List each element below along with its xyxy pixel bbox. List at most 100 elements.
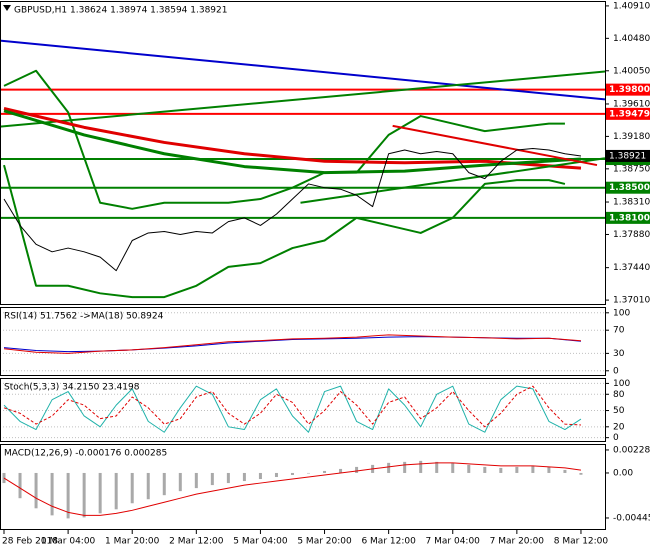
histogram-bar [50, 472, 54, 516]
histogram-bar [146, 472, 150, 500]
level-label-box [606, 211, 650, 224]
y-tick-label: 70 [613, 326, 625, 336]
panel-title: MACD(12,26,9) -0.000176 0.000285 [4, 449, 167, 459]
panel-title: Stoch(5,3,3) 34.2150 23.4198 [4, 383, 140, 393]
y-tick-label: 80 [613, 390, 625, 400]
y-tick-label: 0 [613, 366, 619, 376]
histogram-bar [18, 472, 22, 499]
histogram-bar [242, 472, 246, 482]
histogram-bar [210, 472, 214, 486]
y-tick-label: 1.40910 [613, 1, 650, 11]
histogram-bar [130, 472, 134, 504]
y-tick-label: 1.38750 [613, 164, 650, 174]
level-label: 1.39479 [609, 109, 650, 119]
histogram-bar [483, 466, 487, 473]
last-price-box [606, 149, 650, 162]
y-tick-label: 100 [613, 379, 630, 389]
histogram-bar [547, 466, 551, 473]
panel-title: GBPUSD,H1 1.38624 1.38974 1.38594 1.3892… [14, 6, 227, 16]
series-line [3, 462, 582, 516]
histogram-bar [323, 470, 327, 473]
level-label-box [606, 83, 650, 96]
histogram-bar [2, 472, 6, 484]
y-tick-label: 1.40480 [613, 34, 650, 44]
histogram-bar [66, 472, 70, 519]
series-line [3, 109, 582, 175]
y-tick-label: 1.40050 [613, 66, 650, 76]
histogram-bar [226, 472, 230, 484]
histogram-bar [563, 469, 567, 473]
x-tick-label: 5 Mar 04:00 [233, 537, 288, 547]
series-line [3, 334, 581, 354]
series-line [3, 147, 582, 272]
series-line [392, 124, 598, 167]
y-tick-label: 1.39180 [613, 132, 650, 142]
panel-title: RSI(14) 51.7562 ->MA(18) 50.8924 [4, 312, 164, 322]
x-tick-label: 7 Mar 20:00 [490, 537, 545, 547]
level-label-box [606, 107, 650, 120]
histogram-bar [98, 472, 102, 514]
histogram-bar [307, 472, 311, 474]
histogram-bar [114, 472, 118, 510]
panel [0, 312, 605, 372]
y-tick-label: 50 [613, 406, 625, 416]
panel-frame [0, 378, 606, 442]
x-tick-label: 1 Mar 04:00 [41, 537, 96, 547]
histogram-bar [531, 465, 535, 473]
series-line [3, 107, 582, 170]
histogram-bar [467, 464, 471, 473]
histogram-bar [194, 472, 198, 489]
histogram-bar [162, 472, 166, 496]
y-tick-label: 30 [613, 349, 625, 359]
y-tick-label: 1.39610 [613, 99, 650, 109]
panel-frame [0, 1, 606, 305]
histogram-bar [258, 472, 262, 480]
panel-frame [0, 444, 606, 530]
panel [0, 39, 605, 299]
histogram-bar [34, 472, 38, 509]
series-line [0, 39, 605, 101]
histogram-bar [451, 462, 455, 473]
y-tick-label: 20 [613, 422, 625, 432]
y-tick-label: 1.37880 [613, 230, 650, 240]
histogram-bar [274, 472, 278, 478]
histogram-bar [515, 466, 519, 473]
level-label: 1.39800 [609, 85, 650, 95]
y-tick-label: 0 [613, 433, 619, 443]
x-tick-label: 8 Mar 12:00 [554, 537, 609, 547]
x-tick-label: 6 Mar 12:00 [361, 537, 416, 547]
histogram-bar [82, 472, 86, 518]
histogram-bar [290, 472, 294, 475]
series-line [3, 69, 565, 210]
level-label-box [606, 181, 650, 194]
series-line [3, 385, 581, 428]
histogram-bar [419, 460, 423, 473]
histogram-bar [178, 472, 182, 492]
y-tick-label: 1.37440 [613, 263, 650, 273]
histogram-bar [579, 472, 583, 475]
x-tick-label: 2 Mar 12:00 [169, 537, 224, 547]
menu-triangle [3, 5, 11, 11]
series-line [3, 164, 566, 299]
histogram-bar [339, 468, 343, 473]
histogram-bar [387, 462, 391, 473]
x-tick-label: 28 Feb 2018 [2, 537, 58, 547]
panel [0, 382, 605, 439]
histogram-bar [499, 467, 503, 473]
x-tick-label: 1 Mar 20:00 [105, 537, 160, 547]
y-tick-label: 1.38310 [613, 198, 650, 208]
histogram-bar [435, 461, 439, 473]
panel-frame [0, 307, 606, 376]
y-tick-label: 0.00 [613, 468, 633, 478]
last-price-label: 1.38921 [609, 151, 646, 161]
series-line [300, 157, 605, 204]
y-tick-label: 1.37010 [613, 296, 650, 306]
panel [2, 460, 583, 519]
histogram-bar [403, 461, 407, 473]
histogram-bar [355, 466, 359, 473]
series-line [0, 70, 605, 128]
x-tick-label: 7 Mar 04:00 [426, 537, 481, 547]
series-line [3, 385, 582, 433]
x-tick-label: 5 Mar 20:00 [297, 537, 352, 547]
